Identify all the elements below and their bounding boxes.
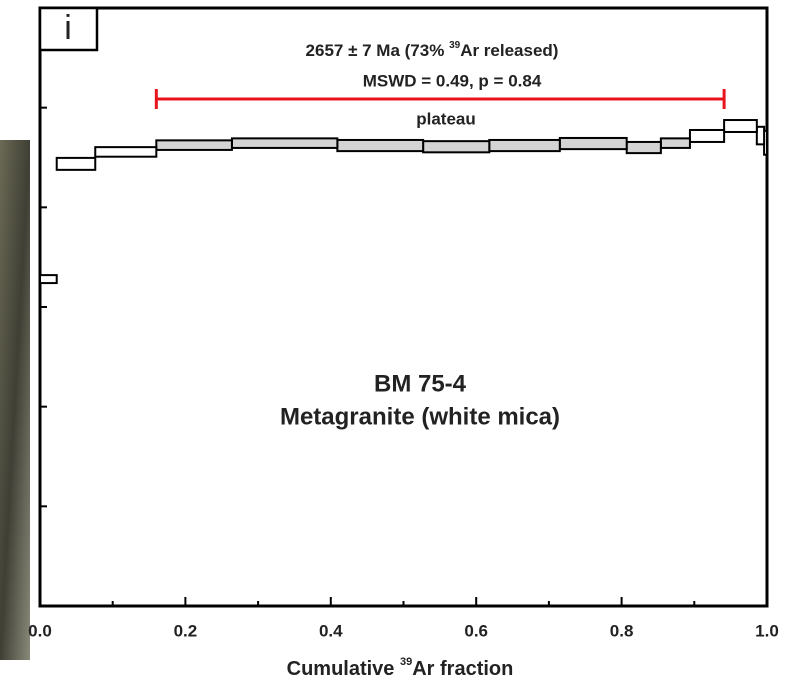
rock-type: Metagranite (white mica) [280,403,560,430]
annotation-text: Ar released) [460,41,558,60]
age-step [55,156,97,171]
annotation-text: 2657 ± 7 Ma (73% [306,41,450,60]
x-tick-label: 1.0 [755,621,779,640]
age-step [755,125,766,146]
x-axis-title: Cumulative 39Ar fraction [287,656,514,680]
x-tick-label: 0.6 [464,621,488,640]
age-step [558,136,628,151]
age-step [488,138,561,153]
age-step [723,119,758,133]
x-tick-label: 0.4 [319,621,343,640]
x-axis-title-sup: 39 [400,656,412,668]
age-step [39,274,58,285]
age-step [94,146,158,158]
x-tick-label: 0.2 [174,621,198,640]
annotation-sup: 39 [449,40,461,51]
panel-label: i [64,9,72,47]
cropped-photo [0,140,30,660]
x-tick-label: 0.8 [610,621,634,640]
statistics: MSWD = 0.49, p = 0.84 [363,71,542,90]
age-step [336,138,425,153]
annotation: 2657 ± 7 Ma (73% 39Ar released) [306,40,559,61]
sample-name: BM 75-4 [374,370,467,397]
x-axis-title-text: Cumulative [287,658,400,680]
panel-label-box [38,6,99,52]
plateau-label: plateau [416,109,476,128]
age-step [688,128,726,143]
age-step [422,140,491,154]
plot-frame [38,6,769,608]
age-step [230,137,339,149]
age-step [625,140,662,155]
age-step [155,139,233,151]
age-step [659,137,691,149]
x-axis-title-text: Ar fraction [412,658,513,680]
x-tick-label: 0.0 [28,621,52,640]
